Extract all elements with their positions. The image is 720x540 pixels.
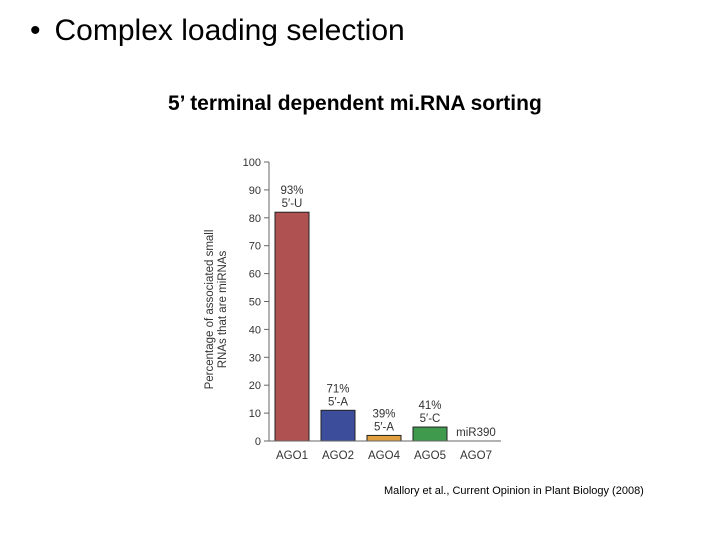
x-category-label: AGO5 <box>414 450 446 462</box>
slide-bullet: • Complex loading selection <box>30 14 405 48</box>
bar-chart: Percentage of associated small RNAs that … <box>204 157 501 462</box>
bar-annotation: 5′-A <box>328 396 348 408</box>
bar-annotation: 93% <box>280 185 303 197</box>
bar-annotation: 71% <box>326 383 349 395</box>
bar-ago4 <box>366 434 402 442</box>
x-axis-categories: AGO1 AGO2 AGO4 AGO5 AGO7 <box>276 450 492 462</box>
bullet-glyph: • <box>30 14 41 47</box>
citation: Mallory et al., Current Opinion in Plant… <box>384 485 644 497</box>
slide-title: Complex loading selection <box>54 14 405 47</box>
bar-annotation: 41% <box>418 400 441 412</box>
y-tick-label: 50 <box>249 297 261 309</box>
bar-annotation: 5′-C <box>420 413 441 425</box>
x-category-label: AGO1 <box>276 450 308 462</box>
x-category-label: AGO7 <box>460 450 492 462</box>
y-axis-label: Percentage of associated small RNAs that … <box>204 230 229 390</box>
y-axis-ticks: 0 10 20 30 40 50 60 70 80 90 100 <box>243 157 269 448</box>
slide-subtitle: 5’ terminal dependent mi.RNA sorting <box>168 92 542 115</box>
y-axis-label-line: Percentage of associated small <box>204 230 216 390</box>
bar-ago1 <box>274 211 310 442</box>
y-tick-label: 30 <box>249 352 261 364</box>
y-tick-label: 10 <box>249 408 261 420</box>
bar-annotation: 5′-U <box>282 198 303 210</box>
bar-annotation: 5′-A <box>374 421 394 433</box>
bars <box>274 211 448 442</box>
y-tick-label: 60 <box>249 269 261 281</box>
y-tick-label: 100 <box>243 157 261 169</box>
y-tick-label: 90 <box>249 185 261 197</box>
bar-annotation: 39% <box>372 408 395 420</box>
bar-annotation: miR390 <box>456 427 496 439</box>
y-tick-label: 20 <box>249 380 261 392</box>
y-axis-label-line: RNAs that are miRNAs <box>217 250 229 368</box>
bar-ago2 <box>320 409 356 442</box>
y-tick-label: 40 <box>249 324 261 336</box>
y-tick-label: 70 <box>249 241 261 253</box>
y-tick-label: 80 <box>249 213 261 225</box>
y-tick-label: 0 <box>255 436 261 448</box>
bar-ago5 <box>412 426 448 442</box>
x-category-label: AGO2 <box>322 450 354 462</box>
x-category-label: AGO4 <box>368 450 401 462</box>
